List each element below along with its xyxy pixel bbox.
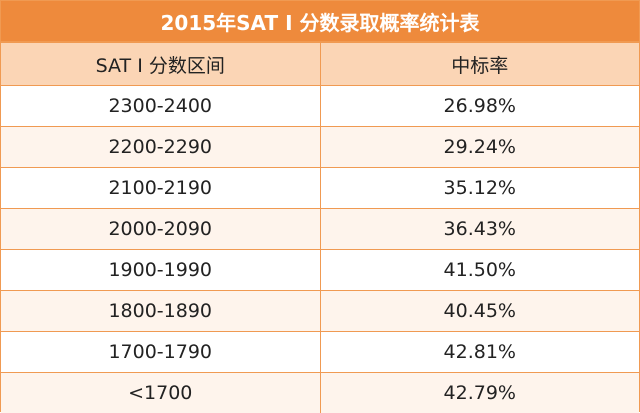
table-cell: 2300-2400 — [1, 86, 320, 127]
table-cell: 1700-1790 — [1, 332, 320, 373]
table-cell: 41.50% — [320, 250, 639, 291]
table-cell: 1800-1890 — [1, 291, 320, 332]
table-cell: 1900-1990 — [1, 250, 320, 291]
header-cell: 中标率 — [320, 43, 639, 86]
table-cell: 42.79% — [320, 373, 639, 413]
table-cell: 2000-2090 — [1, 209, 320, 250]
table-cell: 42.81% — [320, 332, 639, 373]
table-cell: 26.98% — [320, 86, 639, 127]
table-cell: <1700 — [1, 373, 320, 413]
table-cell: 2100-2190 — [1, 168, 320, 209]
table-cell: 36.43% — [320, 209, 639, 250]
table-cell: 35.12% — [320, 168, 639, 209]
table-cell: 2200-2290 — [1, 127, 320, 168]
table-title: 2015年SAT I 分数录取概率统计表 — [1, 1, 639, 42]
header-row: SAT I 分数区间中标率 — [1, 43, 639, 86]
table-cell: 40.45% — [320, 291, 639, 332]
header-cell: SAT I 分数区间 — [1, 43, 320, 86]
table-cell: 29.24% — [320, 127, 639, 168]
